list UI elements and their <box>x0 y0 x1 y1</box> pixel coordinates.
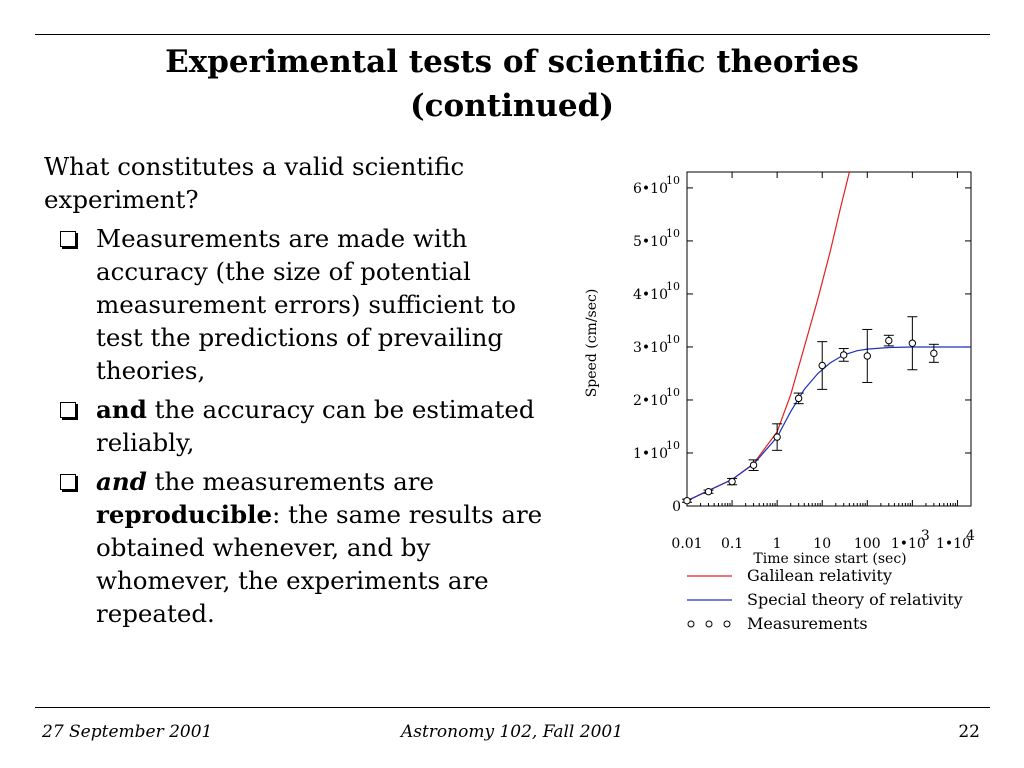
y-tick-label-base: 1•10 <box>633 446 668 462</box>
top-rule <box>35 34 990 35</box>
checkbox-bullet-icon <box>60 231 76 247</box>
x-tick-label: 1•10 <box>891 536 926 552</box>
slide-title: Experimental tests of scientific theorie… <box>60 40 964 128</box>
legend-label-0: Galilean relativity <box>747 566 892 585</box>
bullet-3-strong: reproducible <box>96 500 273 529</box>
y-tick-label: 1•10 <box>633 446 668 462</box>
series-line-0 <box>687 172 850 502</box>
x-axis: 0.01 0.1 1 10 100 1•103 1•104 <box>671 172 975 552</box>
bullet-list: Measurements are made with accuracy (the… <box>44 222 554 630</box>
intro-text: What constitutes a valid scientific expe… <box>44 152 465 214</box>
y-tick-label-base: 5•10 <box>633 234 668 250</box>
measurement-point <box>863 352 871 360</box>
plot-frame <box>686 171 972 507</box>
y-tick-label-base: 0 <box>672 499 681 515</box>
title-line-2: (continued) <box>410 88 614 124</box>
series-layer <box>682 172 971 505</box>
y-tick-label: 3•10 <box>633 340 668 356</box>
x-tick-label: 0.1 <box>721 536 743 552</box>
y-tick-exponent: 10 <box>666 333 680 346</box>
y-tick-label: 0 <box>672 499 681 515</box>
y-tick-label: 2•10 <box>633 393 668 409</box>
x-axis-label: Time since start (sec) <box>753 551 906 567</box>
slide-body: What constitutes a valid scientific expe… <box>44 150 554 636</box>
measurement-point <box>683 496 691 505</box>
x-tick-label: 1 <box>773 536 782 552</box>
footer-page-number: 22 <box>958 722 980 742</box>
y-tick-label-base: 6•10 <box>633 181 668 197</box>
legend-label-2: Measurements <box>747 614 868 633</box>
measurement-point <box>908 339 917 347</box>
legend: Galilean relativity Special theory of rel… <box>687 566 963 633</box>
x-tick-label: 0.01 <box>671 536 702 552</box>
checkbox-bullet-icon <box>60 402 76 418</box>
bullet-item-2: and the accuracy can be estimated reliab… <box>44 393 554 459</box>
bullet-2-lead: and <box>96 395 147 424</box>
measurement-point <box>704 487 713 496</box>
measurement-point <box>930 349 938 358</box>
measurement-point <box>885 336 893 345</box>
bullet-1-text: Measurements are made with accuracy (the… <box>96 224 517 385</box>
footer-course: Astronomy 102, Fall 2001 <box>400 722 624 742</box>
x-tick-label: 100 <box>854 536 881 552</box>
measurement-point <box>794 394 803 403</box>
legend-marker <box>687 620 695 628</box>
footer-date: 27 September 2001 <box>42 722 213 742</box>
y-tick-label-base: 2•10 <box>633 393 668 409</box>
y-tick-label-base: 3•10 <box>633 340 668 356</box>
x-tick-exponent: 4 <box>966 528 975 544</box>
checkbox-bullet-icon <box>60 474 76 490</box>
y-tick-label: 4•10 <box>633 287 668 303</box>
bullet-item-1: Measurements are made with accuracy (the… <box>44 222 554 387</box>
y-tick-exponent: 10 <box>666 386 680 399</box>
legend-label-1: Special theory of relativity <box>747 590 963 609</box>
bullet-3-text-2: : the same results are obtained whenever… <box>96 500 543 628</box>
bullet-3-text: the measurements are <box>146 467 434 496</box>
measurement-point <box>773 433 781 441</box>
measurement-point <box>818 361 826 370</box>
x-tick-exponent: 3 <box>921 528 930 544</box>
y-tick-label-base: 4•10 <box>633 287 668 303</box>
y-tick-label: 6•10 <box>633 181 668 197</box>
measurement-point <box>840 351 848 359</box>
y-tick-label: 5•10 <box>633 234 668 250</box>
bullet-3-lead: and <box>96 467 147 496</box>
measurement-point <box>728 477 736 486</box>
y-tick-exponent: 10 <box>666 439 680 452</box>
legend-marker <box>705 620 713 628</box>
x-tick-label: 1•10 <box>936 536 971 552</box>
plot-area <box>686 171 972 507</box>
legend-marker <box>723 620 731 628</box>
y-tick-exponent: 10 <box>666 280 680 293</box>
measurement-point <box>749 461 758 469</box>
y-tick-exponent: 10 <box>666 227 680 240</box>
bullet-item-3: and the measurements are reproducible: t… <box>44 465 554 630</box>
bullet-2-text: the accuracy can be estimated reliably, <box>96 395 535 457</box>
bottom-rule <box>35 707 990 708</box>
x-tick-label: 10 <box>813 536 831 552</box>
y-tick-exponent: 10 <box>666 174 680 187</box>
y-axis-label: Speed (cm/sec) <box>584 289 600 398</box>
series-line-1 <box>687 346 971 502</box>
title-line-1: Experimental tests of scientific theorie… <box>165 44 859 80</box>
